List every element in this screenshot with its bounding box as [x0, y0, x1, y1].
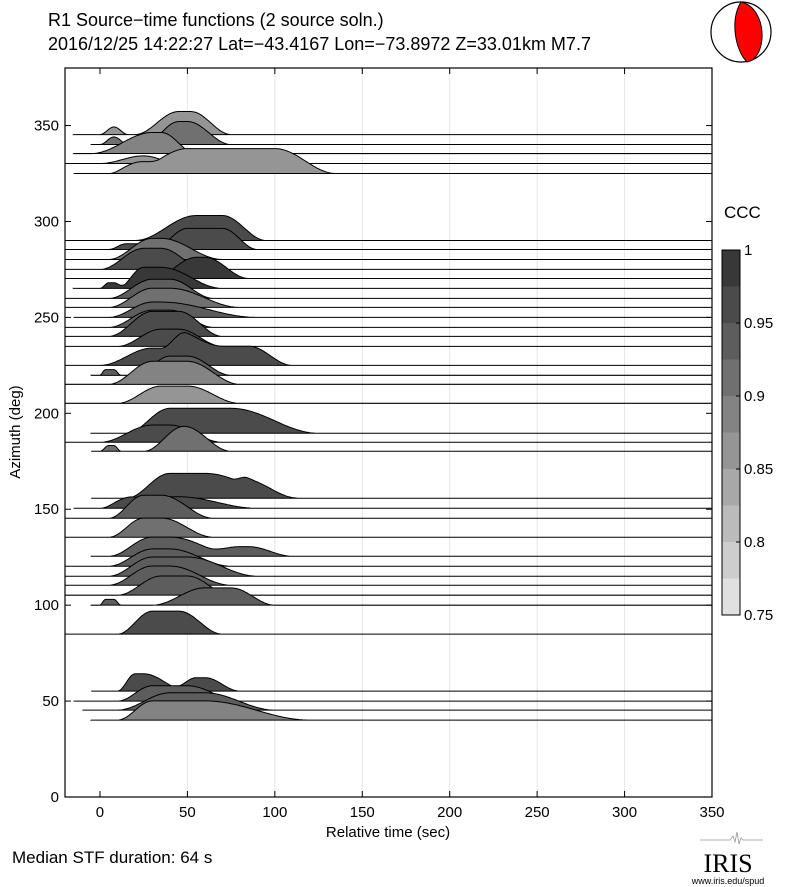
- colorbar-tick-label: 0.8: [744, 534, 765, 551]
- colorbar-tick-label: 0.95: [744, 315, 773, 332]
- colorbar-step: [722, 323, 740, 360]
- x-tick-label: 0: [96, 804, 104, 821]
- x-tick-label: 200: [437, 804, 462, 821]
- stf-trace: [64, 278, 713, 299]
- iris-logo: IRIS www.iris.edu/spud: [691, 831, 765, 886]
- stf-trace: [64, 556, 713, 577]
- beachball-icon: [710, 1, 772, 63]
- colorbar-step: [722, 359, 740, 397]
- colorbar-step: [722, 505, 740, 543]
- x-tick-label: 150: [350, 804, 375, 821]
- colorbar-step: [722, 286, 740, 324]
- colorbar: 1 0.95 0.9 0.85 0.8 0.75: [721, 242, 773, 624]
- y-tick-label: 250: [34, 309, 59, 326]
- x-tick-label: 350: [699, 804, 724, 821]
- colorbar-step: [722, 250, 740, 287]
- colorbar-tick-label: 1: [744, 242, 752, 259]
- stf-trace: [64, 610, 713, 635]
- plot-frame: [64, 67, 713, 798]
- y-tick-label: 200: [34, 405, 59, 422]
- colorbar-step: [722, 578, 740, 616]
- colorbar-step: [722, 469, 740, 506]
- stf-trace: [72, 132, 713, 155]
- stf-trace: [64, 575, 713, 596]
- svg-text:www.iris.edu/spud: www.iris.edu/spud: [691, 876, 765, 886]
- stf-trace: [64, 247, 713, 270]
- y-tick-label: 50: [42, 693, 59, 710]
- y-tick-label: 0: [51, 789, 59, 806]
- colorbar-label: CCC: [724, 203, 761, 222]
- stf-trace: [64, 360, 713, 385]
- stf-trace: [64, 215, 713, 241]
- traces: [64, 111, 713, 721]
- stf-trace: [90, 407, 713, 434]
- chart-title: R1 Source−time functions (2 source soln.…: [48, 10, 384, 30]
- median-duration: Median STF duration: 64 s: [12, 848, 212, 867]
- x-tick-label: 250: [525, 804, 550, 821]
- stf-trace: [64, 287, 713, 308]
- stf-trace: [73, 148, 713, 175]
- x-tick-label: 100: [262, 804, 287, 821]
- colorbar-tick-label: 0.75: [744, 607, 773, 624]
- y-tick-label: 350: [34, 118, 59, 135]
- colorbar-step: [722, 542, 740, 579]
- stf-trace: [72, 111, 713, 136]
- y-tick-label: 300: [34, 213, 59, 230]
- stf-trace: [90, 587, 713, 606]
- stf-trace: [64, 565, 713, 586]
- y-axis-label: Azimuth (deg): [7, 385, 24, 478]
- y-tick-label: 100: [34, 597, 59, 614]
- stf-trace: [64, 310, 713, 337]
- y-axis: 0 50 100 150 200 250 300 350: [34, 118, 712, 806]
- stf-trace: [89, 700, 713, 721]
- x-tick-label: 50: [179, 804, 196, 821]
- x-tick-label: 300: [612, 804, 637, 821]
- stf-trace: [64, 517, 713, 538]
- stf-trace: [90, 121, 713, 146]
- colorbar-tick-label: 0.9: [744, 388, 765, 405]
- y-tick-label: 150: [34, 501, 59, 518]
- stf-trace: [64, 332, 713, 366]
- stf-trace: [90, 536, 713, 557]
- stf-trace: [64, 494, 713, 519]
- colorbar-step: [722, 432, 740, 470]
- stf-trace: [64, 227, 713, 250]
- x-axis-label: Relative time (sec): [326, 824, 450, 841]
- chart-subtitle: 2016/12/25 14:22:27 Lat=−43.4167 Lon=−73…: [48, 34, 591, 54]
- x-axis: 0 50 100 150 200 250 300 350: [96, 68, 725, 821]
- stf-trace: [91, 425, 713, 452]
- colorbar-tick-label: 0.85: [744, 461, 773, 478]
- stf-trace: [91, 472, 713, 499]
- colorbar-step: [722, 396, 740, 433]
- colorbar-frame: [721, 249, 741, 616]
- svg-text:IRIS: IRIS: [703, 849, 752, 878]
- stf-trace: [64, 385, 713, 404]
- stf-trace: [64, 328, 713, 347]
